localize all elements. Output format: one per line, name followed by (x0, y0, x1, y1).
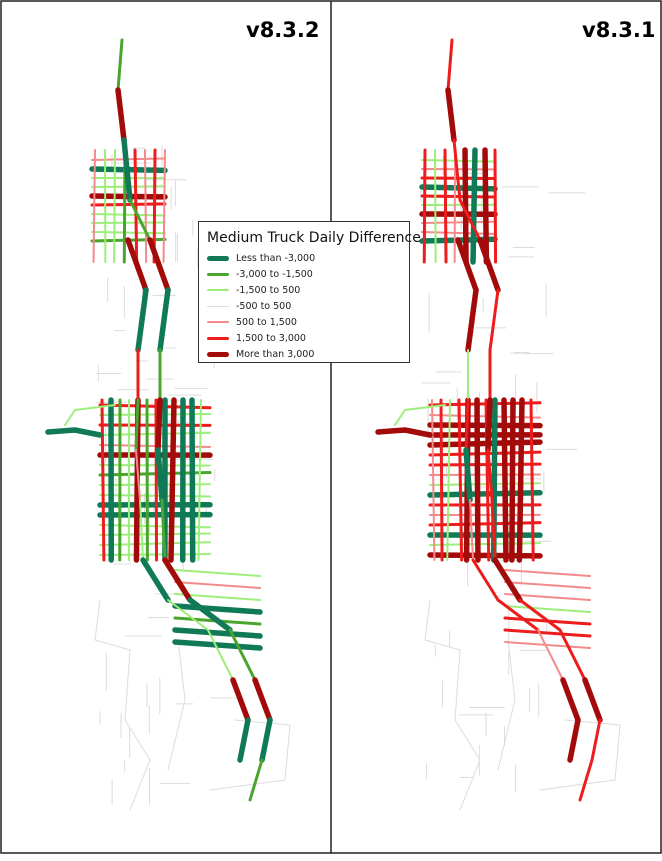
map-legend: Medium Truck Daily Difference Less than … (198, 221, 410, 363)
freeway-segment (158, 400, 160, 450)
highway-segment (466, 400, 468, 450)
arterial-road (145, 150, 146, 262)
legend-swatch (207, 337, 229, 340)
legend-swatch (207, 256, 229, 261)
arterial-road (465, 150, 466, 262)
legend-swatch (207, 321, 229, 323)
legend-item: -500 to 500 (207, 298, 409, 314)
arterial-road (430, 493, 540, 495)
legend-label: -3,000 to -1,500 (236, 269, 313, 280)
arterial-road (519, 400, 522, 560)
legend-label: -1,500 to 500 (236, 285, 300, 296)
legend-item: More than 3,000 (207, 346, 409, 362)
arterial-road (424, 150, 425, 262)
legend-label: 500 to 1,500 (236, 317, 297, 328)
arterial-road (171, 400, 174, 560)
legend-swatch (207, 352, 229, 357)
highway-segment (136, 400, 138, 450)
legend-item: -3,000 to -1,500 (207, 266, 409, 282)
panel-title-v831: v8.3.1 (582, 18, 655, 42)
legend-item: 1,500 to 3,000 (207, 330, 409, 346)
legend-label: -500 to 500 (236, 301, 291, 312)
legend-swatch (207, 306, 229, 307)
legend-label: Less than -3,000 (236, 253, 315, 264)
arterial-road (435, 150, 436, 262)
panel-title-v832: v8.3.2 (246, 18, 319, 42)
arterial-road (441, 400, 442, 560)
legend-label: 1,500 to 3,000 (236, 333, 306, 344)
legend-swatch (207, 289, 229, 291)
arterial-road (477, 400, 478, 560)
legend-item: -1,500 to 500 (207, 282, 409, 298)
arterial-road (135, 150, 137, 262)
legend-swatch (207, 273, 229, 276)
arterial-road (102, 400, 104, 560)
legend-label: More than 3,000 (236, 349, 314, 360)
arterial-road (504, 400, 506, 560)
legend-item: Less than -3,000 (207, 250, 409, 266)
freeway-segment (488, 400, 490, 450)
arterial-road (114, 150, 115, 262)
arterial-road (495, 150, 496, 262)
arterial-road (445, 150, 446, 262)
legend-title: Medium Truck Daily Difference (207, 230, 409, 246)
arterial-road (485, 150, 486, 262)
arterial-road (192, 400, 193, 560)
arterial-road (512, 400, 513, 560)
arterial-road (473, 150, 475, 262)
legend-item: 500 to 1,500 (207, 314, 409, 330)
